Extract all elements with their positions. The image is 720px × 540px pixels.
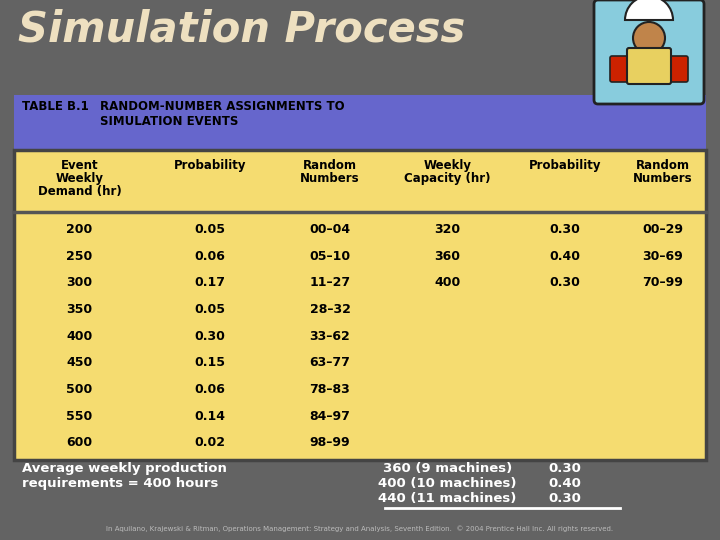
Text: 0.06: 0.06 [194,383,225,396]
Text: Weekly: Weekly [55,172,104,185]
Text: 63–77: 63–77 [310,356,351,369]
FancyBboxPatch shape [610,56,634,82]
Text: 00–29: 00–29 [642,223,683,236]
Text: 33–62: 33–62 [310,329,351,342]
Wedge shape [625,0,673,20]
Text: Demand (hr): Demand (hr) [37,185,122,198]
FancyBboxPatch shape [594,0,704,104]
Text: Weekly: Weekly [423,159,472,172]
Text: 0.30: 0.30 [549,492,582,505]
Text: 0.40: 0.40 [549,477,582,490]
Text: 200: 200 [66,223,93,236]
Text: 400: 400 [434,276,461,289]
Text: 550: 550 [66,409,93,422]
Text: 70–99: 70–99 [642,276,683,289]
Text: 0.14: 0.14 [194,409,225,422]
Text: 0.06: 0.06 [194,249,225,262]
FancyBboxPatch shape [664,56,688,82]
Text: 0.30: 0.30 [549,462,582,475]
FancyBboxPatch shape [627,48,671,84]
Text: 0.30: 0.30 [549,276,580,289]
Text: Numbers: Numbers [633,172,693,185]
Text: 320: 320 [434,223,461,236]
Text: 360: 360 [434,249,461,262]
Circle shape [633,22,665,54]
Text: Capacity (hr): Capacity (hr) [404,172,491,185]
Text: 11–27: 11–27 [310,276,351,289]
Text: 500: 500 [66,383,93,396]
Text: 250: 250 [66,249,93,262]
Text: 450: 450 [66,356,93,369]
Text: 28–32: 28–32 [310,303,351,316]
Text: RANDOM-NUMBER ASSIGNMENTS TO
SIMULATION EVENTS: RANDOM-NUMBER ASSIGNMENTS TO SIMULATION … [100,100,345,128]
Text: 05–10: 05–10 [310,249,351,262]
Text: Average weekly production
requirements = 400 hours: Average weekly production requirements =… [22,462,227,490]
Text: 0.40: 0.40 [549,249,580,262]
Text: 00–04: 00–04 [310,223,351,236]
Text: Random: Random [636,159,690,172]
Text: Probability: Probability [174,159,246,172]
Text: 0.02: 0.02 [194,436,225,449]
Text: 0.05: 0.05 [194,223,225,236]
Text: 98–99: 98–99 [310,436,351,449]
Text: 360 (9 machines): 360 (9 machines) [383,462,512,475]
Text: 350: 350 [66,303,93,316]
Text: Probability: Probability [528,159,601,172]
Text: Numbers: Numbers [300,172,360,185]
Bar [14,95,706,150]
Text: 440 (11 machines): 440 (11 machines) [378,492,517,505]
Bar [14,150,706,460]
Text: Event: Event [60,159,99,172]
Text: 78–83: 78–83 [310,383,351,396]
Text: In Aquilano, Krajewski & Ritman, Operations Management: Strategy and Analysis, S: In Aquilano, Krajewski & Ritman, Operati… [107,525,613,532]
Text: TABLE B.1: TABLE B.1 [22,100,89,113]
Text: 0.30: 0.30 [549,223,580,236]
Text: 0.05: 0.05 [194,303,225,316]
Text: 0.15: 0.15 [194,356,225,369]
Text: 0.30: 0.30 [194,329,225,342]
Text: 600: 600 [66,436,93,449]
Text: 0.17: 0.17 [194,276,225,289]
Text: Random: Random [303,159,357,172]
Text: 400: 400 [66,329,93,342]
Text: Simulation Process: Simulation Process [18,8,465,50]
Text: 400 (10 machines): 400 (10 machines) [378,477,517,490]
Text: 300: 300 [66,276,93,289]
Text: 84–97: 84–97 [310,409,351,422]
Text: 30–69: 30–69 [643,249,683,262]
